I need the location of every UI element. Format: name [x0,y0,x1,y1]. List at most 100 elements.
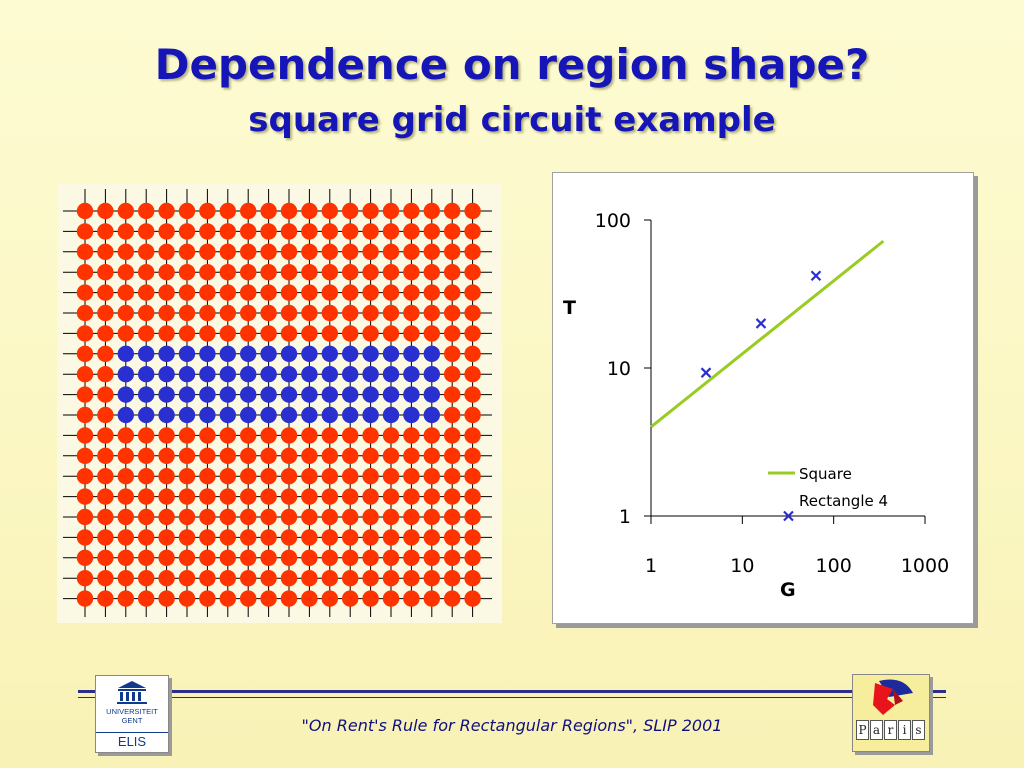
grid-cell [362,549,379,566]
x-tick-label: 10 [730,555,754,577]
grid-cell [301,325,318,342]
grid-cell-in-region [199,366,216,383]
grid-cell [280,202,298,220]
grid-cell [444,570,461,587]
grid-cell [199,264,216,281]
grid-cell [280,243,298,260]
grid-cell-in-region [403,345,420,362]
grid-cell [423,488,440,505]
grid-cell [362,427,379,444]
rectangle-data-point [755,318,767,329]
grid-cell [97,590,114,607]
grid-cell [464,243,481,260]
grid-cell [280,264,298,281]
grid-cell [280,508,298,526]
grid-cell [444,325,461,342]
grid-cell [321,427,338,444]
grid-cell [138,508,155,526]
grid-cell [97,284,114,301]
grid-cell-in-region [138,345,155,362]
legend-square-label: Square [799,465,852,483]
grid-cell [158,529,175,546]
grid-cell [97,549,114,566]
grid-cell [382,529,400,546]
grid-cell [301,488,318,505]
grid-cell [158,243,175,260]
grid-cell [382,468,400,485]
grid-cell [199,243,216,260]
grid-cell [240,284,257,301]
grid-cell [117,304,134,322]
grid-cell [342,304,359,322]
y-tick-label: 100 [595,210,631,232]
grid-cell [301,264,318,281]
grid-cell [138,202,155,220]
grid-cell-in-region [362,386,379,403]
grid-cell [321,304,338,322]
x-tick-label: 1 [645,555,657,577]
grid-cell [382,549,400,566]
grid-cell [219,488,236,505]
grid-cell [382,447,400,464]
grid-cell-in-region [178,345,196,362]
grid-cell [117,325,134,342]
grid-cell [464,223,481,240]
grid-cell [403,508,420,526]
grid-cell [301,508,318,526]
grid-cell [342,447,359,464]
grid-cell [280,223,298,240]
footer-rule [78,690,946,693]
grid-cell [444,488,461,505]
grid-cell-in-region [158,345,175,362]
grid-cell [382,325,400,342]
grid-cell [178,264,196,281]
grid-cell [260,264,277,281]
grid-cell [178,427,196,444]
grid-cell-in-region [138,386,155,403]
grid-cell [403,202,420,220]
grid-cell-in-region [240,366,257,383]
grid-cell-in-region [178,366,196,383]
grid-cell-in-region [219,366,236,383]
grid-cell [423,508,440,526]
grid-cell [382,427,400,444]
grid-cell [403,529,420,546]
grid-cell [158,223,175,240]
grid-cell [321,325,338,342]
grid-cell [464,590,481,607]
grid-cell [423,264,440,281]
grid-cell-in-region [362,345,379,362]
grid-cell [444,468,461,485]
grid-cell [464,508,481,526]
rectangle-data-point [810,270,822,282]
grid-cell-in-region [342,345,359,362]
grid-cell [464,386,481,403]
grid-cell [464,447,481,464]
grid-cell [76,325,94,342]
grid-cell [76,549,94,566]
grid-cell-in-region [199,406,216,424]
grid-cell [158,488,175,505]
grid-cell [301,223,318,240]
grid-cell [76,304,94,322]
grid-cell [444,243,461,260]
grid-cell [240,304,257,322]
grid-cell [219,549,236,566]
grid-cell [464,427,481,444]
grid-cell [158,468,175,485]
grid-cell [464,345,481,362]
grid-cell [301,243,318,260]
grid-cell [423,243,440,260]
grid-cell-in-region [219,345,236,362]
grid-cell [301,202,318,220]
grid-cell [97,264,114,281]
grid-cell [178,284,196,301]
grid-cell [464,488,481,505]
grid-cell [117,488,134,505]
grid-cell [464,304,481,322]
grid-cell [423,427,440,444]
grid-cell [444,406,461,424]
grid-cell [321,570,338,587]
grid-cell [199,468,216,485]
grid-cell [423,202,440,220]
